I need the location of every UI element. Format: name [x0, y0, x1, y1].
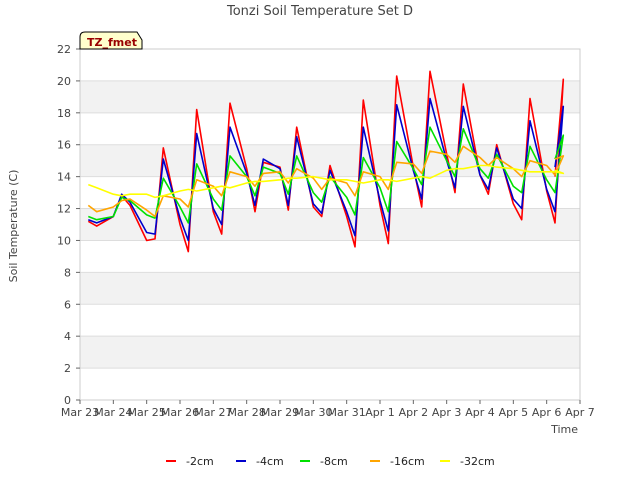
grid-band — [80, 336, 580, 369]
legend-label: -4cm — [256, 455, 284, 468]
y-axis-label: Soil Temperature (C) — [7, 170, 20, 283]
series-line-minus-16cm — [87, 145, 565, 218]
x-tick-label: Mar 24 — [94, 406, 132, 419]
x-tick-label: Mar 29 — [261, 406, 299, 419]
legend: -2cm -4cm -8cm -16cm -32cm — [166, 455, 495, 468]
x-tick-label: Apr 4 — [465, 406, 495, 419]
y-tick-label: 16 — [57, 139, 71, 152]
y-tick-label: 6 — [64, 298, 71, 311]
x-tick-label: Mar 28 — [228, 406, 266, 419]
x-tick-label: Mar 31 — [328, 406, 366, 419]
legend-label: -2cm — [186, 455, 214, 468]
series-line-minus-32cm — [88, 164, 565, 199]
y-tick-label: 18 — [57, 107, 71, 120]
x-tick-label: Mar 25 — [128, 406, 166, 419]
y-tick-label: 14 — [57, 171, 71, 184]
legend-label: -32cm — [460, 455, 495, 468]
y-tick-label: 8 — [64, 266, 71, 279]
series-lines — [87, 70, 565, 253]
grid-band — [80, 208, 580, 241]
x-tick-label: Mar 30 — [294, 406, 332, 419]
x-axis-label: Time — [550, 423, 578, 436]
y-tick-label: 0 — [64, 394, 71, 407]
x-tick-label: Apr 1 — [365, 406, 395, 419]
grid-band — [80, 272, 580, 305]
y-axis: 0 2 4 6 8 10 12 14 16 18 20 22 — [57, 43, 80, 407]
y-tick-label: 22 — [57, 43, 71, 56]
grid-bands — [80, 80, 580, 369]
series-line-minus-8cm — [88, 126, 565, 224]
x-tick-label: Mar 26 — [161, 406, 199, 419]
y-tick-label: 12 — [57, 203, 71, 216]
y-tick-label: 2 — [64, 362, 71, 375]
legend-label: -8cm — [320, 455, 348, 468]
x-tick-label: Apr 2 — [399, 406, 429, 419]
grid-band — [80, 80, 580, 113]
x-tick-label: Apr 7 — [565, 406, 595, 419]
y-tick-label: 10 — [57, 234, 71, 247]
y-tick-label: 4 — [64, 330, 71, 343]
x-tick-label: Apr 6 — [532, 406, 562, 419]
y-tick-label: 20 — [57, 75, 71, 88]
x-tick-label: Apr 3 — [432, 406, 462, 419]
x-tick-label: Apr 5 — [499, 406, 529, 419]
x-tick-label: Mar 27 — [194, 406, 232, 419]
annotation-box-shape — [79, 31, 143, 50]
x-tick-label: Mar 23 — [61, 406, 99, 419]
chart-title: Tonzi Soil Temperature Set D — [226, 4, 413, 19]
plot-frame — [79, 48, 581, 401]
legend-label: -16cm — [390, 455, 425, 468]
annotation-box: TZ_fmet — [79, 31, 143, 50]
annotation-label: TZ_fmet — [87, 36, 137, 49]
